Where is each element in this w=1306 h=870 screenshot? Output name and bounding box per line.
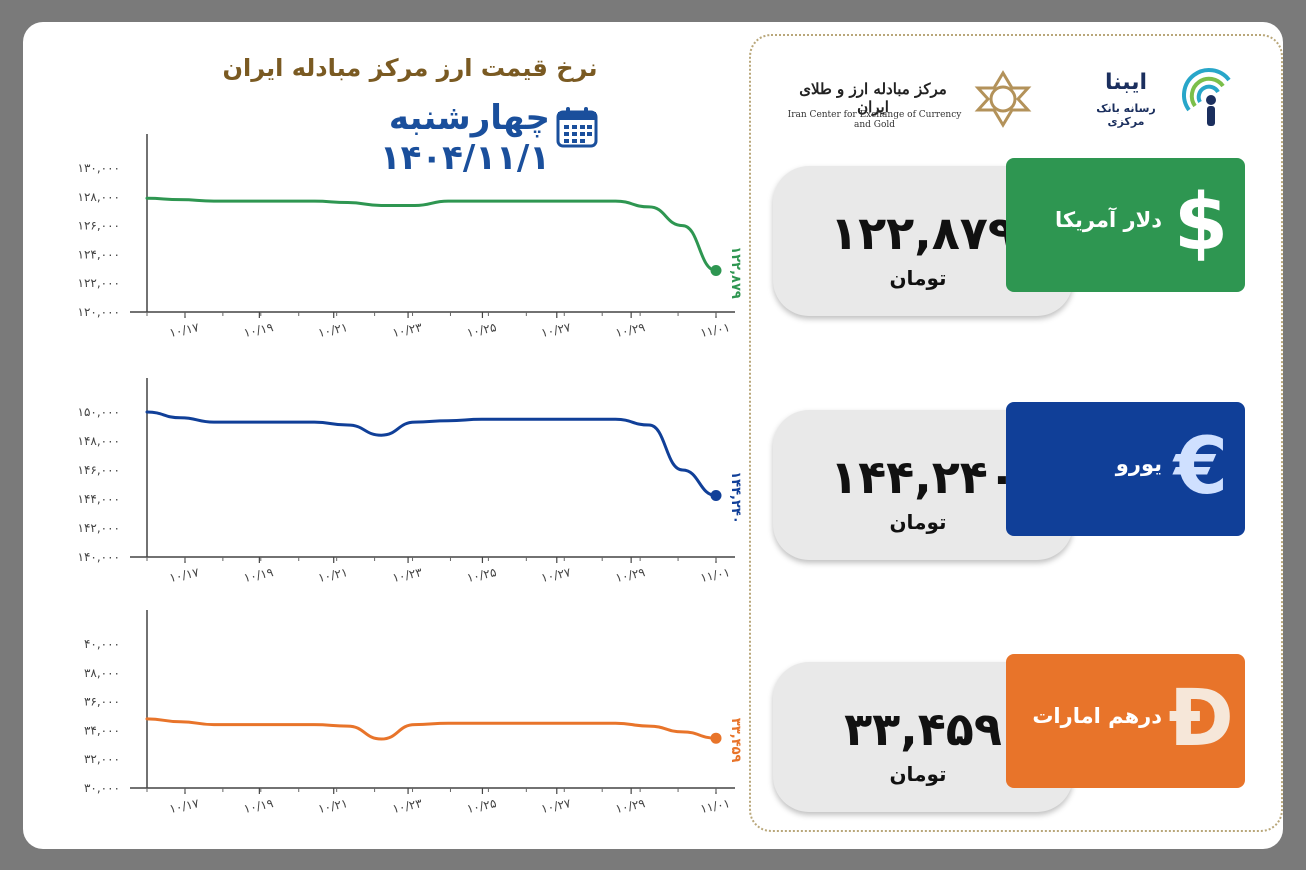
usd-y-tick-label: ۱۲۴,۰۰۰	[78, 247, 121, 261]
aed-name: درهم امارات	[1032, 704, 1162, 728]
aed-line-chart: ۴۰,۰۰۰ ۳۸,۰۰۰ ۳۶,۰۰۰ ۳۴,۰۰۰ ۳۲,۰۰۰ ۳۰,۰۰۰ ۱۰/۱…	[84, 610, 743, 816]
eur-y-tick-label: ۱۴۲,۰۰۰	[78, 521, 121, 535]
eur-x-tick-label: ۱۰/۲۱	[317, 565, 349, 585]
eur-y-tick-label: ۱۴۴,۰۰۰	[78, 492, 121, 506]
eur-value: ۱۴۴,۲۴۰	[830, 450, 1016, 504]
eur-x-tick-label: ۱۰/۱۹	[242, 565, 274, 585]
title: نرخ قیمت ارز مرکز مبادله ایران	[222, 54, 598, 82]
eur-x-tick-label: ۱۰/۲۵	[466, 565, 498, 585]
eur-unit: تومان	[889, 510, 947, 534]
eur-end-label: ۱۴۴,۲۴۰	[728, 471, 743, 524]
usd-card: ۱۲۲,۸۷۹ تومان دلار آمریکا $	[773, 158, 1245, 316]
ibna-logo: ایبنا رسانه بانک مرکزی	[1076, 66, 1241, 130]
eur-x-tick-label: ۱۰/۲۳	[391, 565, 424, 585]
aed-y-tick-label: ۳۰,۰۰۰	[84, 781, 120, 795]
calendar-icon	[556, 107, 598, 148]
usd-y-tick-label: ۱۲۲,۰۰۰	[78, 276, 121, 290]
eur-x-tick-label: ۱۱/۰۱	[699, 565, 731, 585]
aed-x-tick-label: ۱۰/۲۱	[317, 796, 349, 816]
eur-name-box: یورو €	[1006, 402, 1245, 536]
usd-value: ۱۲۲,۸۷۹	[830, 206, 1016, 260]
aed-y-tick-label: ۴۰,۰۰۰	[84, 637, 120, 651]
aed-x-tick-label: ۱۱/۰۱	[699, 796, 731, 816]
usd-y-tick-label: ۱۲۶,۰۰۰	[78, 219, 121, 233]
usd-y-tick-label: ۱۲۰,۰۰۰	[78, 305, 121, 319]
usd-y-tick-label: ۱۳۰,۰۰۰	[78, 161, 121, 175]
eur-y-tick-label: ۱۴۸,۰۰۰	[78, 434, 121, 448]
aed-x-tick-label: ۱۰/۲۹	[614, 796, 646, 816]
eur-x-tick-label: ۱۰/۱۷	[168, 565, 201, 585]
date-title: چهارشنبه ۱۴۰۴/۱۱/۱	[379, 98, 550, 178]
aed-end-point	[710, 732, 722, 744]
usd-x-tick-label: ۱۰/۲۵	[466, 320, 498, 340]
ibna-subtitle: رسانه بانک مرکزی	[1096, 102, 1156, 128]
usd-unit: تومان	[889, 266, 947, 290]
dollar-icon: $	[1173, 178, 1229, 268]
usd-name: دلار آمریکا	[1054, 208, 1162, 232]
eur-x-tick-label: ۱۰/۲۹	[614, 565, 646, 585]
eur-name: یورو	[1115, 452, 1162, 476]
aed-x-tick-label: ۱۰/۱۷	[168, 796, 201, 816]
ibna-name: ایبنا	[1104, 70, 1148, 95]
eur-card: ۱۴۴,۲۴۰ تومان یورو €	[773, 402, 1245, 560]
usd-end-label: ۱۲۲,۸۷۹	[728, 246, 743, 299]
usd-x-tick-label: ۱۰/۲۳	[391, 320, 424, 340]
aed-y-tick-label: ۳۸,۰۰۰	[84, 666, 120, 680]
eur-series-line	[145, 410, 718, 498]
usd-name-box: دلار آمریکا $	[1006, 158, 1245, 292]
usd-x-tick-label: ۱۰/۲۷	[540, 320, 573, 340]
aed-x-tick-label: ۱۰/۱۹	[242, 796, 274, 816]
eur-x-tick-label: ۱۰/۲۷	[540, 565, 573, 585]
eur-y-tick-label: ۱۴۶,۰۰۰	[78, 463, 121, 477]
aed-series-line	[145, 717, 718, 741]
eur-y-tick-label: ۱۴۰,۰۰۰	[78, 550, 121, 564]
usd-x-tick-label: ۱۱/۰۱	[699, 320, 731, 340]
ibna-broadcast-icon	[1182, 68, 1231, 126]
aed-end-label: ۳۳,۴۵۹	[728, 718, 743, 763]
aed-name-box: درهم امارات Đ	[1006, 654, 1245, 788]
exchange-center-emblem-icon	[974, 70, 1032, 128]
aed-x-tick-label: ۱۰/۲۷	[540, 796, 573, 816]
aed-card: ۳۳,۴۵۹ تومان درهم امارات Đ	[773, 654, 1245, 812]
aed-x-tick-label: ۱۰/۲۳	[391, 796, 424, 816]
currency-panel	[749, 34, 1283, 832]
aed-y-tick-label: ۳۶,۰۰۰	[84, 695, 120, 709]
aed-value: ۳۳,۴۵۹	[844, 702, 1002, 756]
exchange-center-logo: مرکز مبادله ارز و طلای ایران Iran Center…	[782, 68, 1032, 130]
eur-line-chart: ۱۵۰,۰۰۰ ۱۴۸,۰۰۰ ۱۴۶,۰۰۰ ۱۴۴,۰۰۰ ۱۴۲,۰۰۰ ۱۴۰,۰…	[78, 378, 743, 585]
eur-y-tick-label: ۱۵۰,۰۰۰	[78, 405, 121, 419]
usd-x-tick-label: ۱۰/۱۹	[242, 320, 274, 340]
usd-y-tick-label: ۱۲۸,۰۰۰	[78, 190, 121, 204]
usd-x-tick-label: ۱۰/۲۱	[317, 320, 349, 340]
usd-x-tick-label: ۱۰/۲۹	[614, 320, 646, 340]
eur-end-point	[710, 490, 722, 502]
aed-unit: تومان	[889, 762, 947, 786]
exchange-center-name-en: Iran Center for Exchange of Currency and…	[787, 110, 962, 130]
usd-x-tick-label: ۱۰/۱۷	[168, 320, 201, 340]
usd-series-line	[145, 196, 718, 273]
aed-x-tick-label: ۱۰/۲۵	[466, 796, 498, 816]
aed-y-tick-label: ۳۴,۰۰۰	[84, 723, 120, 737]
dirham-icon: Đ	[1168, 674, 1234, 764]
euro-icon: €	[1173, 422, 1229, 512]
aed-y-tick-label: ۳۲,۰۰۰	[84, 752, 120, 766]
usd-end-point	[710, 265, 722, 277]
exchange-center-name: مرکز مبادله ارز و طلای ایران	[799, 80, 947, 116]
usd-line-chart: ۱۳۰,۰۰۰ ۱۲۸,۰۰۰ ۱۲۶,۰۰۰ ۱۲۴,۰۰۰ ۱۲۲,۰۰۰ ۱۲۰,۰…	[78, 134, 743, 340]
